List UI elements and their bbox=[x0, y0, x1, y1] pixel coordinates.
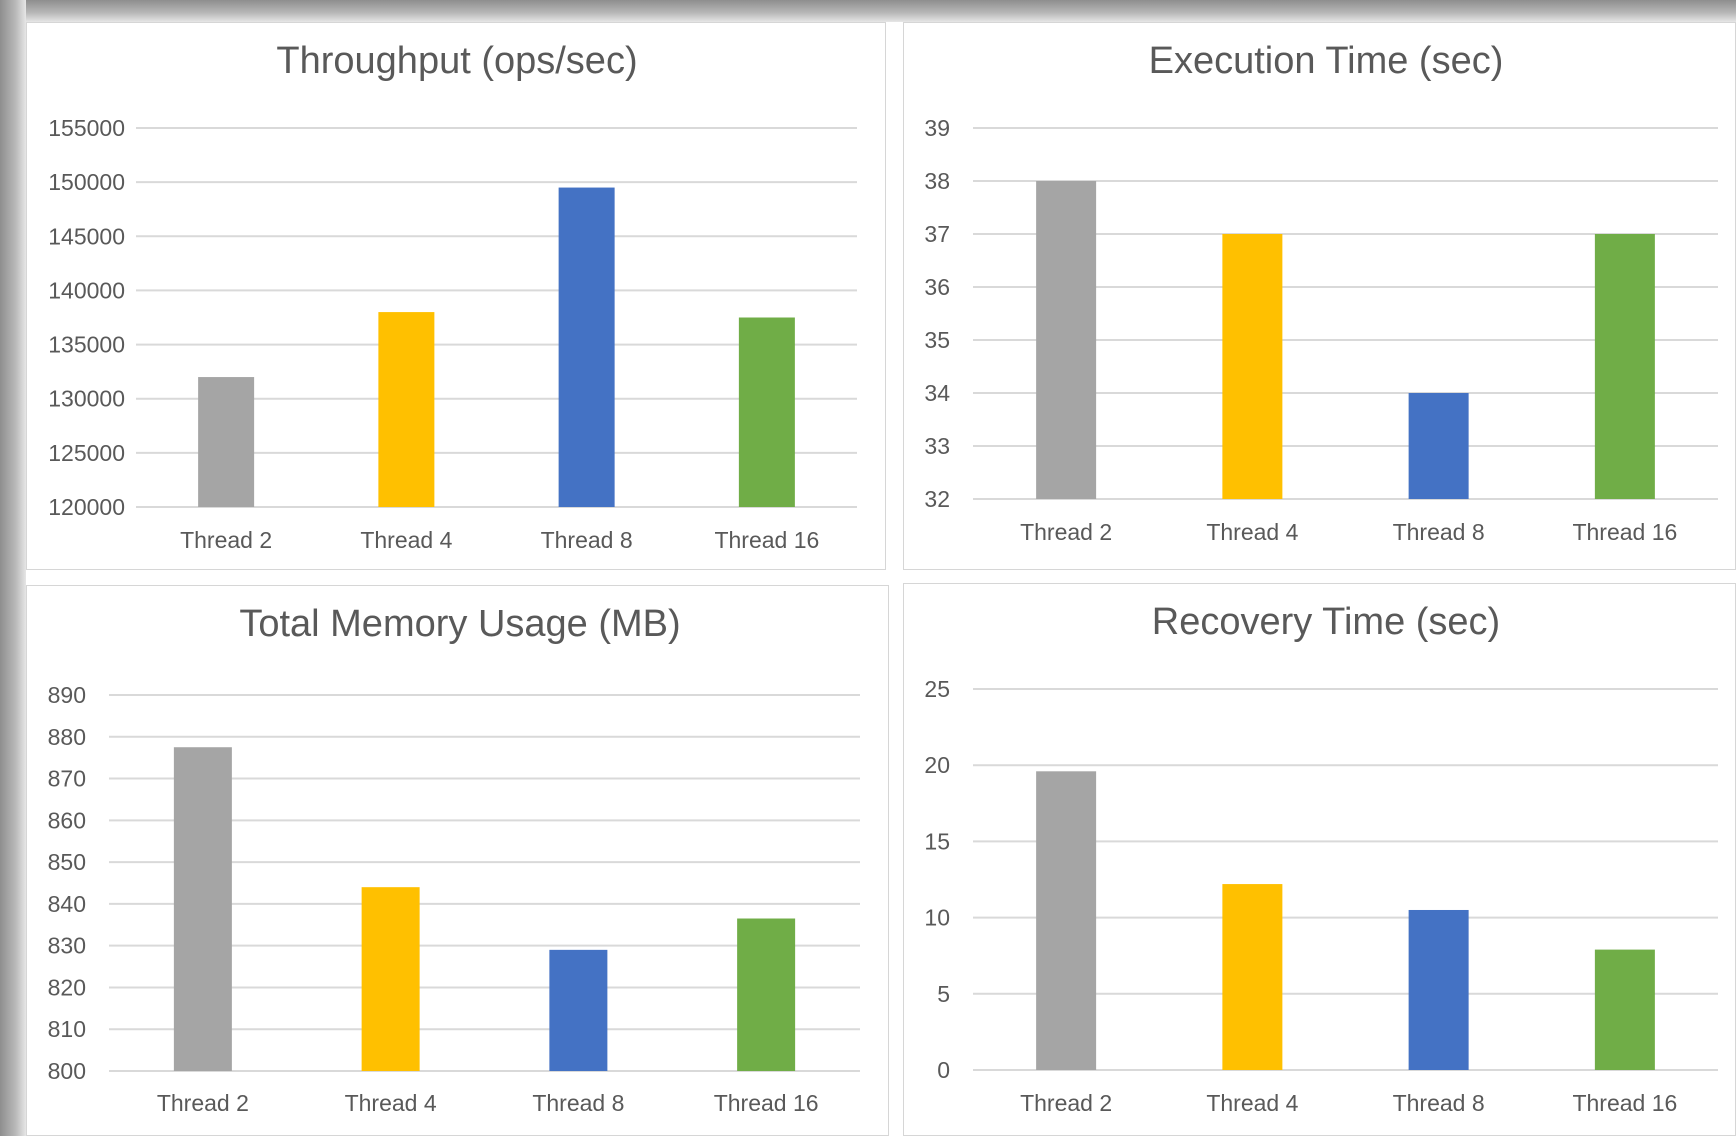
bar-thread-4[interactable] bbox=[361, 887, 420, 1071]
x-tick-label: Thread 8 bbox=[1393, 519, 1485, 545]
bar-thread-8[interactable] bbox=[558, 187, 615, 508]
chart-title: Execution Time (sec) bbox=[1149, 40, 1504, 82]
y-tick-label: 860 bbox=[48, 807, 86, 833]
y-tick-label: 15 bbox=[924, 828, 950, 854]
y-tick-label: 140000 bbox=[48, 277, 125, 303]
bar-thread-4[interactable] bbox=[1222, 884, 1283, 1070]
x-tick-label: Thread 2 bbox=[1020, 1090, 1112, 1116]
y-tick-label: 10 bbox=[924, 905, 950, 931]
x-tick-label: Thread 2 bbox=[157, 1090, 249, 1116]
bar-thread-2[interactable] bbox=[198, 377, 255, 507]
y-tick-label: 36 bbox=[924, 274, 950, 300]
y-tick-label: 25 bbox=[924, 676, 950, 702]
chart-title: Recovery Time (sec) bbox=[1152, 601, 1500, 643]
recovery-time-chart: Recovery Time (sec) 0 5 10 15 20 25 Thread 2 Th… bbox=[924, 601, 1718, 1116]
y-tick-label: 34 bbox=[924, 380, 950, 406]
bar-thread-16[interactable] bbox=[1594, 234, 1655, 499]
chart-panel-recovery-time[interactable]: Recovery Time (sec) 0 5 10 15 20 25 Thread 2 Th… bbox=[903, 583, 1736, 1136]
chart-title: Throughput (ops/sec) bbox=[276, 40, 637, 82]
x-tick-label: Thread 4 bbox=[1206, 1090, 1298, 1116]
y-tick-label: 39 bbox=[924, 115, 950, 141]
y-tick-label: 890 bbox=[48, 682, 86, 708]
bar-thread-8[interactable] bbox=[1408, 393, 1469, 499]
x-tick-label: Thread 2 bbox=[1020, 519, 1112, 545]
bar-thread-16[interactable] bbox=[1594, 949, 1655, 1070]
y-tick-label: 150000 bbox=[48, 169, 125, 195]
x-tick-label: Thread 16 bbox=[714, 1090, 819, 1116]
bar-thread-4[interactable] bbox=[378, 312, 435, 507]
x-tick-label: Thread 16 bbox=[1572, 1090, 1677, 1116]
chart-panel-memory-usage[interactable]: Total Memory Usage (MB) 800 810 820 830 840 8… bbox=[26, 585, 889, 1136]
y-tick-label: 125000 bbox=[48, 440, 125, 466]
y-tick-label: 810 bbox=[48, 1016, 86, 1042]
bar-thread-8[interactable] bbox=[1408, 909, 1469, 1070]
x-tick-label: Thread 8 bbox=[532, 1090, 624, 1116]
y-tick-label: 35 bbox=[924, 327, 950, 353]
y-tick-label: 130000 bbox=[48, 386, 125, 412]
y-tick-label: 20 bbox=[924, 752, 950, 778]
x-tick-label: Thread 2 bbox=[180, 527, 272, 553]
y-tick-label: 820 bbox=[48, 974, 86, 1000]
y-tick-label: 120000 bbox=[48, 494, 125, 520]
y-tick-label: 33 bbox=[924, 433, 950, 459]
x-tick-label: Thread 8 bbox=[541, 527, 633, 553]
y-tick-label: 135000 bbox=[48, 332, 125, 358]
x-tick-label: Thread 4 bbox=[360, 527, 452, 553]
bar-thread-2[interactable] bbox=[173, 747, 232, 1071]
bar-thread-4[interactable] bbox=[1222, 234, 1283, 499]
y-tick-label: 32 bbox=[924, 486, 950, 512]
y-tick-label: 800 bbox=[48, 1058, 86, 1084]
chart-panel-throughput[interactable]: Throughput (ops/sec) 120000 125000 130000 1… bbox=[26, 22, 886, 570]
y-tick-label: 5 bbox=[937, 981, 950, 1007]
bar-thread-16[interactable] bbox=[737, 918, 796, 1071]
chart-title: Total Memory Usage (MB) bbox=[239, 603, 680, 645]
bar-thread-16[interactable] bbox=[738, 317, 795, 508]
x-tick-label: Thread 8 bbox=[1393, 1090, 1485, 1116]
execution-time-chart: Execution Time (sec) 32 33 34 35 36 37 38 39 Thr… bbox=[924, 40, 1718, 545]
y-tick-label: 0 bbox=[937, 1057, 950, 1083]
y-tick-label: 155000 bbox=[48, 115, 125, 141]
bar-thread-2[interactable] bbox=[1036, 181, 1097, 499]
bar-thread-8[interactable] bbox=[549, 949, 608, 1071]
bar-thread-2[interactable] bbox=[1036, 771, 1097, 1070]
memory-usage-chart: Total Memory Usage (MB) 800 810 820 830 840 8… bbox=[48, 603, 860, 1116]
y-tick-label: 38 bbox=[924, 168, 950, 194]
frame-shadow-left bbox=[0, 0, 26, 1136]
y-tick-label: 880 bbox=[48, 724, 86, 750]
frame-shadow-top bbox=[0, 0, 1736, 22]
y-tick-label: 830 bbox=[48, 933, 86, 959]
y-tick-label: 850 bbox=[48, 849, 86, 875]
x-tick-label: Thread 16 bbox=[714, 527, 819, 553]
x-tick-label: Thread 4 bbox=[1206, 519, 1298, 545]
y-tick-label: 145000 bbox=[48, 223, 125, 249]
chart-panel-execution-time[interactable]: Execution Time (sec) 32 33 34 35 36 37 38 39 Thr… bbox=[903, 22, 1736, 570]
y-tick-label: 840 bbox=[48, 891, 86, 917]
throughput-chart: Throughput (ops/sec) 120000 125000 130000 1… bbox=[48, 40, 857, 553]
x-tick-label: Thread 16 bbox=[1572, 519, 1677, 545]
y-tick-label: 37 bbox=[924, 221, 950, 247]
x-tick-label: Thread 4 bbox=[345, 1090, 437, 1116]
y-tick-label: 870 bbox=[48, 766, 86, 792]
